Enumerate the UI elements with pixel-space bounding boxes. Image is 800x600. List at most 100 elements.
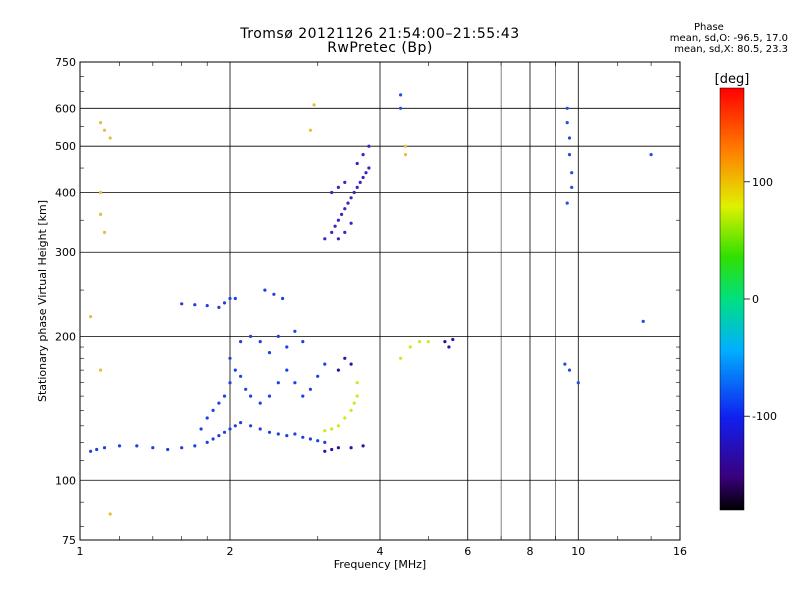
data-point — [336, 218, 340, 222]
data-point — [217, 434, 221, 438]
data-point — [285, 368, 289, 372]
data-point — [323, 440, 327, 444]
data-point — [276, 381, 280, 385]
data-point — [343, 180, 347, 184]
data-point — [217, 401, 221, 405]
data-point — [233, 368, 237, 372]
data-point — [443, 340, 447, 344]
data-point — [346, 201, 350, 205]
data-point — [263, 288, 267, 292]
data-point — [567, 368, 572, 372]
data-point — [276, 334, 280, 338]
data-point — [355, 394, 359, 398]
data-point — [333, 224, 337, 228]
data-point — [211, 408, 215, 412]
data-point — [249, 424, 253, 428]
data-point — [336, 446, 340, 450]
data-point — [343, 416, 347, 420]
data-points — [89, 93, 653, 516]
data-point — [323, 362, 327, 366]
data-point — [244, 387, 248, 391]
data-point — [228, 356, 232, 360]
data-point — [426, 340, 430, 344]
y-tick-label: 100 — [55, 474, 76, 487]
y-tick-label: 300 — [55, 246, 76, 259]
data-point — [239, 340, 243, 344]
data-point — [199, 427, 203, 431]
data-point — [205, 416, 209, 420]
data-point — [308, 437, 312, 441]
data-point — [102, 446, 107, 450]
data-point — [293, 432, 297, 436]
data-point — [285, 345, 289, 349]
data-point — [301, 435, 305, 439]
colorbar — [719, 87, 745, 511]
data-point — [102, 230, 107, 234]
data-point — [343, 207, 347, 211]
colorbar-tick-label: -100 — [752, 410, 777, 423]
data-point — [361, 175, 365, 180]
data-point — [205, 304, 209, 308]
data-point — [312, 103, 316, 107]
data-point — [399, 106, 403, 110]
data-point — [117, 444, 122, 448]
phase-stats: Phase mean, sd,O: -96.5, 17.0 mean, sd,X… — [670, 22, 788, 55]
data-point — [330, 447, 334, 452]
data-point — [570, 171, 574, 175]
data-point — [343, 230, 347, 234]
data-point — [417, 340, 422, 344]
data-point — [99, 121, 103, 125]
data-point — [281, 296, 285, 301]
data-point — [258, 340, 262, 344]
y-tick-label: 500 — [55, 140, 76, 153]
grid-lines — [80, 62, 680, 540]
data-point — [349, 196, 353, 200]
y-tick-label: 750 — [55, 56, 76, 69]
x-tick-label: 10 — [571, 545, 585, 558]
chart-title-line1: Tromsø 20121126 21:54:00–21:55:43 — [240, 26, 520, 42]
phase-label: Phase — [693, 22, 724, 33]
data-point — [193, 303, 197, 307]
data-point — [228, 427, 232, 431]
data-point — [399, 93, 403, 97]
data-point — [233, 296, 237, 301]
data-point — [316, 374, 320, 378]
colorbar-title: [deg] — [715, 72, 750, 87]
data-point — [330, 230, 334, 234]
data-point — [364, 171, 368, 175]
y-tick-label: 200 — [55, 330, 76, 343]
y-tick-label: 75 — [62, 534, 76, 547]
data-point — [349, 446, 353, 450]
data-point — [222, 301, 227, 305]
colorbar-ticks: 100 0 -100 — [744, 176, 777, 423]
data-point — [451, 337, 455, 342]
data-point — [565, 121, 569, 125]
data-point — [267, 394, 272, 398]
data-point — [358, 180, 362, 184]
data-point — [352, 401, 356, 405]
data-point — [239, 421, 243, 425]
data-point — [349, 408, 353, 412]
data-point — [276, 432, 280, 436]
data-point — [108, 136, 112, 140]
data-point — [301, 394, 305, 398]
y-axis-ticks: 750 600 500 400 300 200 100 75 — [55, 56, 680, 547]
data-point — [228, 381, 232, 385]
data-point — [567, 136, 572, 140]
data-point — [563, 362, 567, 366]
data-point — [108, 512, 112, 516]
data-point — [399, 356, 403, 360]
data-point — [323, 429, 327, 433]
y-axis-label: Stationary phase Virtual Height [km] — [36, 200, 49, 402]
data-point — [180, 446, 184, 450]
x-tick-label: 1 — [77, 545, 84, 558]
data-point — [166, 447, 170, 452]
data-point — [649, 153, 653, 157]
data-point — [228, 296, 232, 301]
colorbar-tick-label: 100 — [752, 176, 773, 189]
data-point — [222, 394, 227, 398]
data-point — [239, 374, 243, 378]
data-point — [211, 437, 215, 441]
data-point — [99, 368, 103, 372]
